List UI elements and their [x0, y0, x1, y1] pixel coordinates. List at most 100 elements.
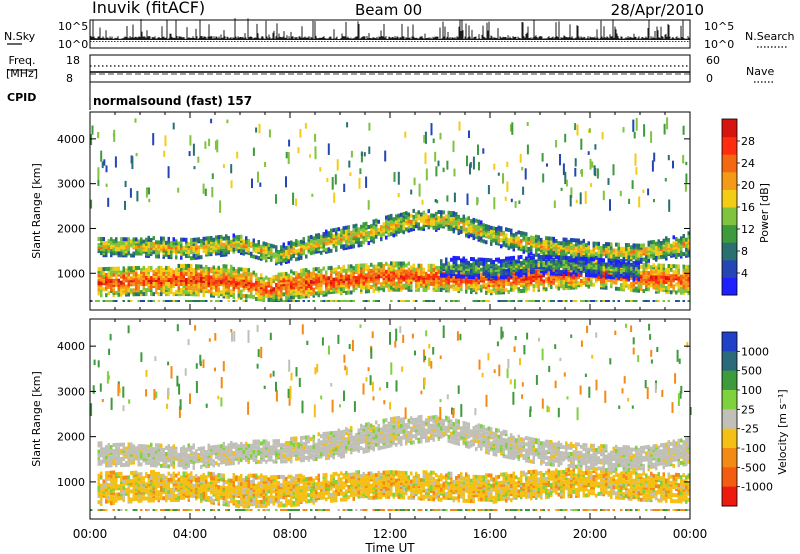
- nsky-label: N.Sky: [4, 30, 36, 43]
- heat-cell: [530, 247, 533, 252]
- heat-cell: [620, 252, 623, 257]
- heat-cell: [505, 235, 508, 240]
- heat-cell: [107, 300, 110, 302]
- heat-cell: [262, 277, 265, 282]
- heat-cell: [680, 250, 683, 255]
- heat-cell: [395, 275, 398, 280]
- heat-cell: [97, 300, 100, 302]
- heat-cell: [365, 300, 368, 302]
- heat-cell: [652, 300, 655, 302]
- heat-cell: [257, 277, 260, 282]
- freq-unit: [MHz]: [6, 67, 38, 80]
- heat-cell: [520, 239, 523, 244]
- heat-cell: [422, 300, 425, 302]
- heat-cell: [510, 287, 513, 292]
- heat-cell: [507, 256, 510, 261]
- heat-cell: [677, 288, 680, 293]
- heat-cell: [515, 231, 518, 236]
- heat-cell: [332, 228, 335, 233]
- heat-cell: [462, 258, 465, 263]
- heat-cell: [655, 269, 658, 274]
- heat-cell: [290, 300, 293, 302]
- heat-cell: [347, 229, 350, 234]
- heat-cell: [120, 241, 123, 246]
- heat-cell: [495, 290, 498, 295]
- heat-cell: [307, 278, 310, 282]
- heat-cell: [182, 263, 185, 268]
- heat-cell: [410, 275, 413, 280]
- heat-cell: [345, 245, 348, 250]
- heat-cell: [345, 268, 348, 273]
- heat-cell: [455, 224, 458, 229]
- nave-label: Nave: [746, 65, 774, 78]
- heat-cell: [255, 272, 258, 277]
- heat-cell: [195, 253, 198, 258]
- heat-cell: [405, 263, 408, 268]
- heat-cell: [295, 279, 298, 284]
- heat-cell: [220, 280, 223, 285]
- heat-cell: [400, 300, 403, 302]
- heat-cell: [397, 213, 400, 218]
- heat-cell: [477, 219, 480, 224]
- heat-cell: [267, 297, 270, 302]
- heat-cell: [100, 289, 103, 294]
- heat-cell: [127, 241, 130, 246]
- heat-cell: [395, 226, 398, 231]
- heat-cell: [237, 293, 240, 298]
- heat-cell: [327, 266, 330, 271]
- heat-cell: [140, 290, 143, 295]
- heat-cell: [460, 258, 463, 263]
- heat-cell: [332, 234, 335, 239]
- heat-cell: [362, 263, 365, 268]
- heat-cell: [310, 251, 313, 256]
- heat-cell: [500, 269, 503, 274]
- heat-cell: [200, 286, 203, 291]
- heat-cell: [545, 236, 548, 241]
- heat-cell: [290, 244, 293, 249]
- heat-cell: [282, 274, 285, 279]
- heat-cell: [472, 269, 475, 274]
- heat-cell: [192, 300, 195, 302]
- heat-cell: [105, 293, 108, 298]
- heat-cell: [507, 281, 510, 286]
- heat-cell: [410, 269, 413, 274]
- heat-cell: [300, 272, 303, 277]
- heat-cell: [400, 228, 403, 233]
- heat-cell: [190, 276, 193, 280]
- heat-cell: [350, 240, 353, 245]
- heat-cell: [240, 236, 243, 241]
- heat-cell: [112, 268, 115, 273]
- heat-cell: [427, 285, 430, 290]
- heat-cell: [145, 237, 148, 242]
- heat-cell: [107, 283, 110, 287]
- heat-cell: [332, 281, 335, 286]
- heat-cell: [295, 257, 298, 262]
- heat-cell: [147, 288, 150, 292]
- heat-cell: [187, 271, 190, 276]
- heat-cell: [450, 211, 453, 215]
- heat-cell: [265, 281, 268, 286]
- heat-cell: [390, 300, 393, 302]
- heat-cell: [480, 220, 483, 225]
- heat-cell: [297, 240, 300, 245]
- heat-cell: [212, 285, 215, 290]
- heat-cell: [345, 290, 348, 295]
- heat-cell: [527, 246, 530, 251]
- heat-cell: [330, 228, 333, 233]
- heat-cell: [172, 278, 175, 282]
- heat-cell: [540, 277, 543, 282]
- heat-cell: [407, 224, 410, 229]
- heat-cell: [585, 280, 588, 285]
- heat-cell: [242, 300, 245, 302]
- heat-cell: [447, 265, 450, 270]
- heat-cell: [145, 290, 148, 295]
- heat-cell: [487, 300, 490, 302]
- heat-cell: [260, 297, 263, 302]
- heat-cell: [565, 278, 568, 282]
- heat-cell: [467, 260, 470, 265]
- heat-cell: [155, 240, 158, 245]
- heat-cell: [192, 241, 195, 246]
- heat-cell: [557, 241, 560, 246]
- heat-cell: [512, 247, 515, 252]
- heat-cell: [325, 270, 328, 275]
